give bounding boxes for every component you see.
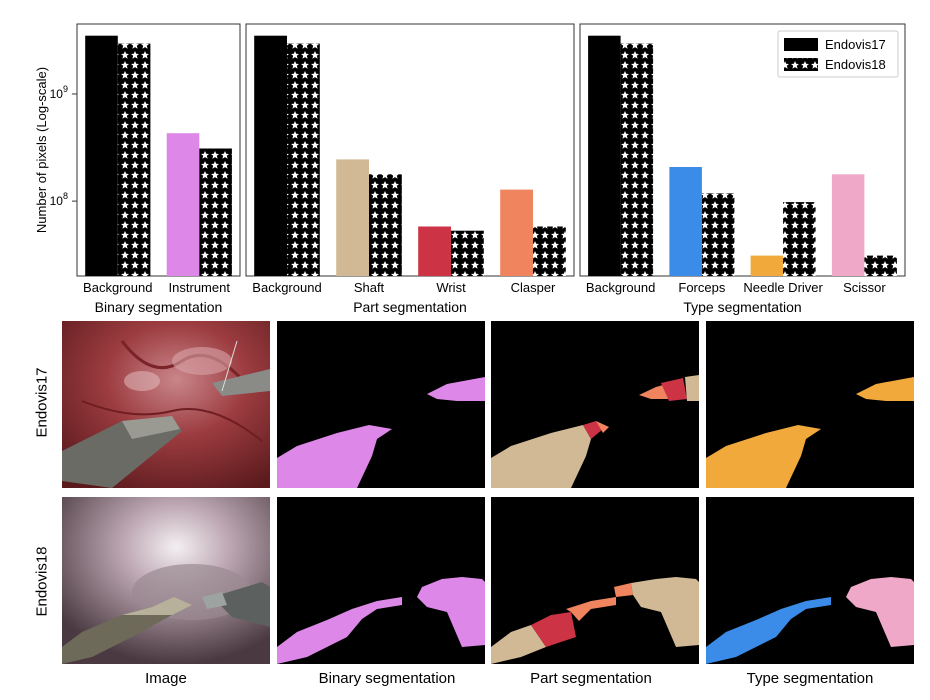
bar-endovis17-background xyxy=(85,35,118,277)
chart-title: Binary segmentation xyxy=(95,299,223,315)
legend-label-endovis18: Endovis18 xyxy=(825,57,886,72)
type-mask-endovis18 xyxy=(706,497,914,664)
bar-endovis17-background xyxy=(254,35,287,277)
column-label-image: Image xyxy=(145,670,187,687)
part-mask-endovis17 xyxy=(491,321,699,488)
bar-endovis17-clasper xyxy=(500,189,533,276)
legend-swatch-endovis18 xyxy=(784,58,818,71)
bar-endovis17-needle-driver xyxy=(750,255,784,276)
plot-frame xyxy=(579,23,906,277)
x-tick-label: Forceps xyxy=(678,280,725,295)
part-mask-endovis18 xyxy=(491,497,699,664)
bar-endovis18-background xyxy=(287,43,320,276)
y-axis-label: Number of pixels (Log-scale) xyxy=(34,67,49,233)
legend-label-endovis17: Endovis17 xyxy=(825,37,886,52)
row-label-endovis17: Endovis17 xyxy=(33,367,51,438)
column-label-binary: Binary segmentation xyxy=(318,670,456,687)
bar-charts: Background Instrument Binary segmentation B… xyxy=(34,23,906,315)
x-tick-label: Instrument xyxy=(169,280,231,295)
binary-mask-endovis17 xyxy=(277,321,485,488)
image-endovis17 xyxy=(62,321,270,488)
y-tick-label: 109 xyxy=(50,84,68,101)
row-label-endovis18: Endovis18 xyxy=(33,546,51,617)
bar-endovis17-background xyxy=(588,35,621,277)
bar-endovis17-forceps xyxy=(669,167,702,276)
x-tick-label: Shaft xyxy=(354,280,385,295)
bar-endovis17-scissor xyxy=(831,174,865,276)
bar-endovis18-background xyxy=(620,43,654,276)
chart-title: Part segmentation xyxy=(353,299,467,315)
plot-frame xyxy=(76,23,241,277)
bar-endovis17-shaft xyxy=(336,159,369,276)
bar-endovis18-wrist xyxy=(451,230,484,276)
chart-title: Type segmentation xyxy=(683,299,801,315)
bar-endovis18-forceps xyxy=(701,193,735,276)
type-mask-endovis17 xyxy=(706,321,914,488)
bar-endovis18-scissor xyxy=(864,255,897,276)
x-tick-label: Needle Driver xyxy=(743,280,823,295)
column-label-type: Type segmentation xyxy=(746,670,874,687)
column-label-part: Part segmentation xyxy=(530,670,652,687)
bar-endovis18-shaft xyxy=(369,174,402,276)
bar-endovis18-clasper xyxy=(533,226,566,276)
plot-frame xyxy=(245,23,575,277)
x-tick-label: Background xyxy=(83,280,152,295)
x-tick-label: Background xyxy=(586,280,655,295)
bar-endovis17-wrist xyxy=(418,226,451,276)
bar-endovis18-needle-driver xyxy=(783,202,816,276)
y-tick-label: 108 xyxy=(50,191,68,208)
bar-endovis18-background xyxy=(117,43,151,276)
binary-mask-endovis18 xyxy=(277,497,485,664)
x-tick-label: Scissor xyxy=(843,280,886,295)
x-tick-label: Clasper xyxy=(511,280,556,295)
x-tick-label: Wrist xyxy=(436,280,466,295)
image-endovis18 xyxy=(62,497,270,664)
bar-endovis18-instrument xyxy=(199,148,232,276)
bar-endovis17-instrument xyxy=(166,133,200,276)
x-tick-label: Background xyxy=(252,280,321,295)
legend-swatch-endovis17 xyxy=(784,38,818,51)
